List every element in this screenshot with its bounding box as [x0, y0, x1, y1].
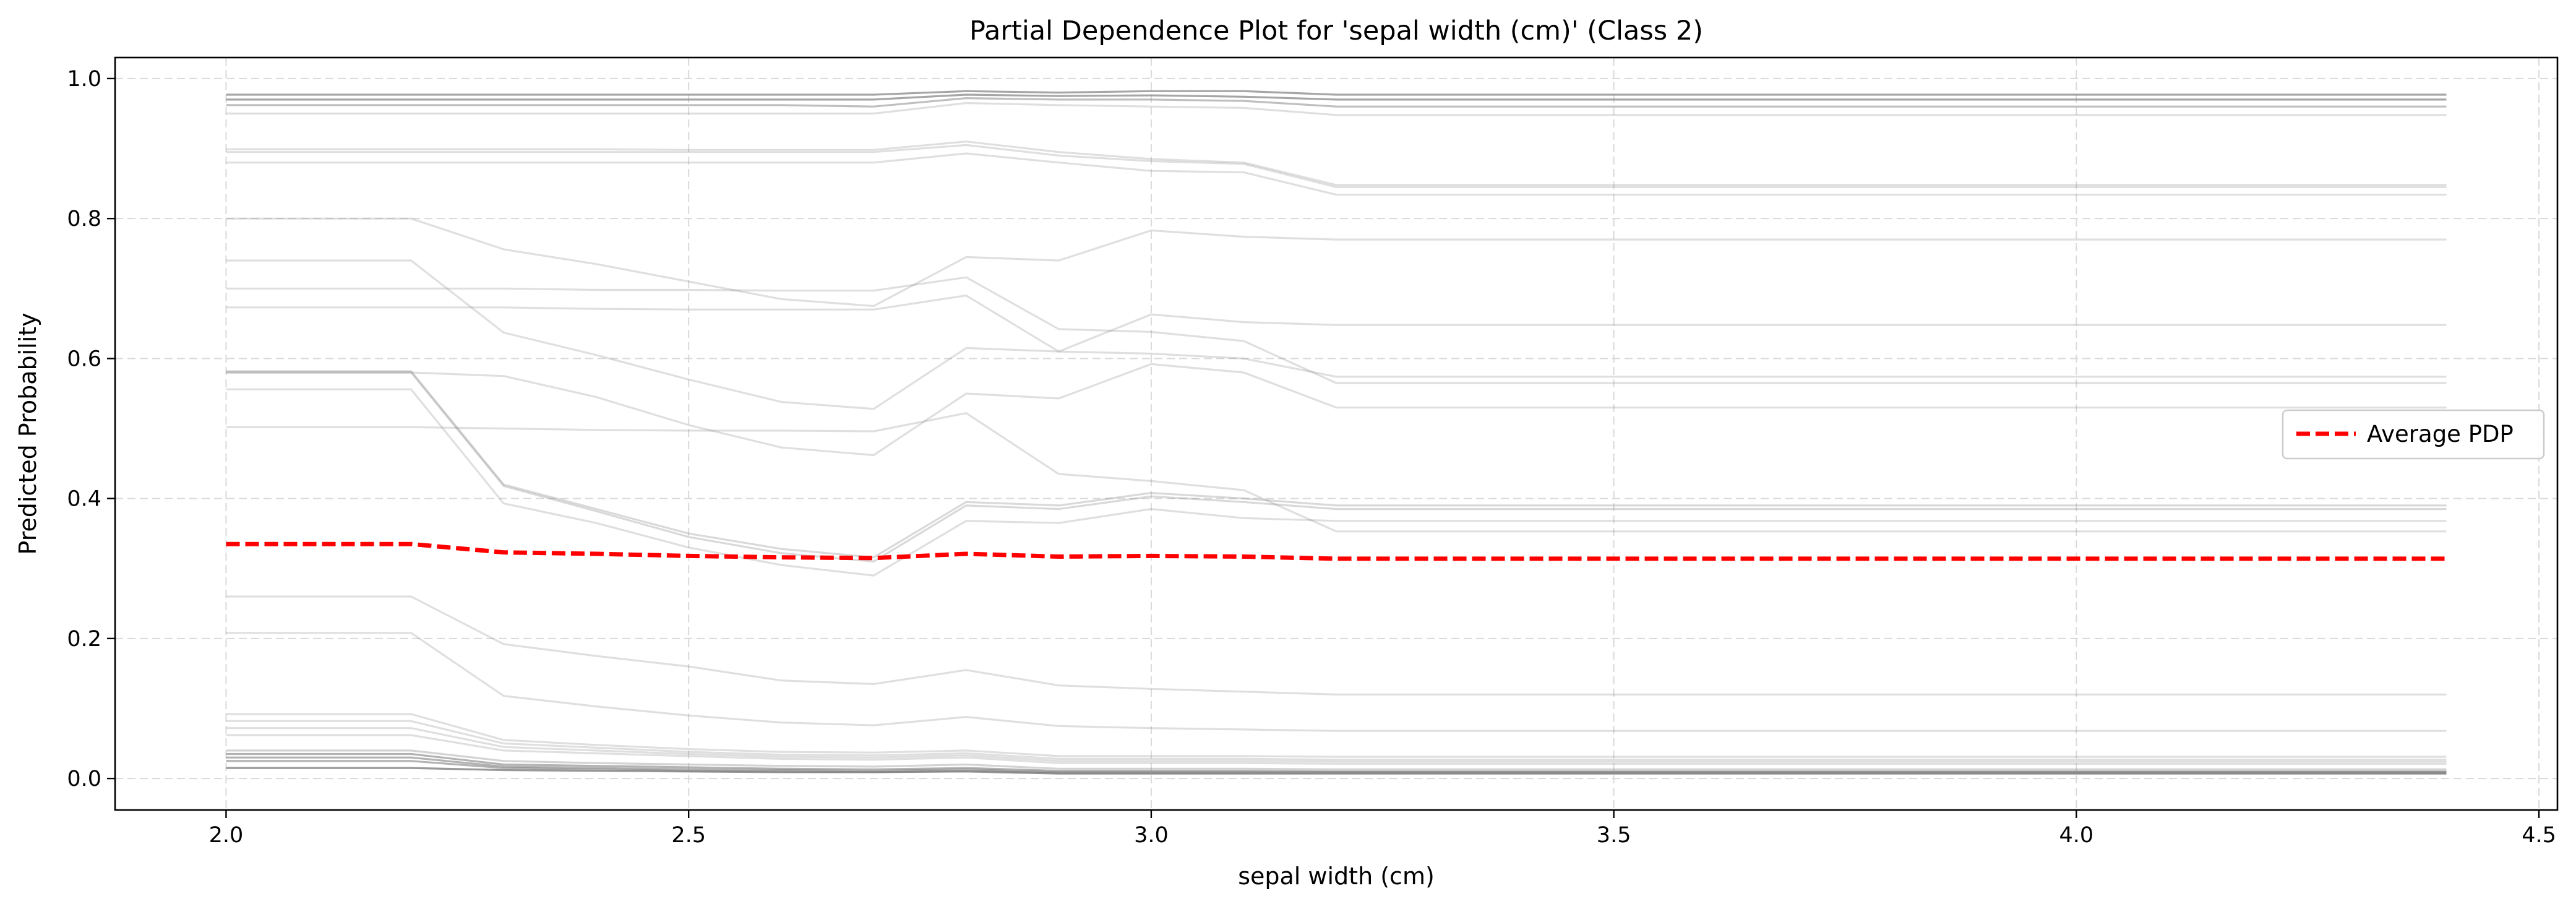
grid	[115, 58, 2557, 810]
ice-line	[226, 144, 2447, 188]
x-tick-label: 2.5	[671, 823, 706, 848]
ice-line	[226, 713, 2447, 758]
y-tick-label: 0.2	[67, 627, 101, 652]
ice-lines	[226, 90, 2447, 775]
y-tick-label: 0.8	[67, 207, 101, 231]
ice-line	[226, 371, 2447, 562]
y-axis-label: Predicted Probability	[14, 312, 41, 554]
x-tick-label: 2.0	[209, 823, 244, 848]
ice-line	[226, 749, 2447, 770]
ice-line	[226, 595, 2447, 696]
ice-line	[226, 217, 2447, 308]
ice-line	[226, 93, 2447, 101]
plot-frame	[114, 56, 2559, 811]
x-tick-label: 4.0	[2059, 823, 2094, 848]
ice-line	[226, 295, 2447, 378]
ice-line	[226, 412, 2447, 533]
legend-label-average-pdp: Average PDP	[2367, 421, 2514, 447]
ice-line	[226, 259, 2447, 410]
ice-line	[226, 720, 2447, 761]
y-tick-label: 0.6	[67, 347, 101, 371]
y-tick-label: 1.0	[67, 67, 101, 92]
ice-line	[226, 734, 2447, 765]
x-tick-label: 3.0	[1134, 823, 1169, 848]
average-pdp-series	[226, 541, 2447, 561]
x-tick-label: 3.5	[1597, 823, 1631, 848]
x-axis: 2.0 2.5 3.0 3.5 4.0 4.5	[209, 810, 2556, 848]
x-axis-label: sepal width (cm)	[1238, 863, 1435, 890]
legend-box	[2282, 409, 2545, 460]
y-axis: 0.0 0.2 0.4 0.6 0.8 1.0	[67, 67, 115, 791]
y-tick-label: 0.0	[67, 767, 101, 791]
y-tick-label: 0.4	[67, 487, 101, 512]
x-tick-label: 4.5	[2522, 823, 2556, 848]
chart-title: Partial Dependence Plot for 'sepal width…	[969, 15, 1703, 46]
ice-line	[226, 276, 2447, 384]
ice-line	[226, 97, 2447, 108]
ice-line	[226, 152, 2447, 196]
average-pdp-line	[226, 541, 2447, 561]
ice-line	[226, 140, 2447, 186]
ice-line	[226, 90, 2447, 96]
ice-line	[226, 388, 2447, 577]
ice-line	[226, 767, 2447, 775]
legend: Average PDP	[2282, 409, 2545, 460]
ice-line	[226, 363, 2447, 457]
ice-line	[226, 632, 2447, 732]
ice-line	[226, 727, 2447, 763]
ice-line	[226, 370, 2447, 559]
ice-line	[226, 101, 2447, 116]
